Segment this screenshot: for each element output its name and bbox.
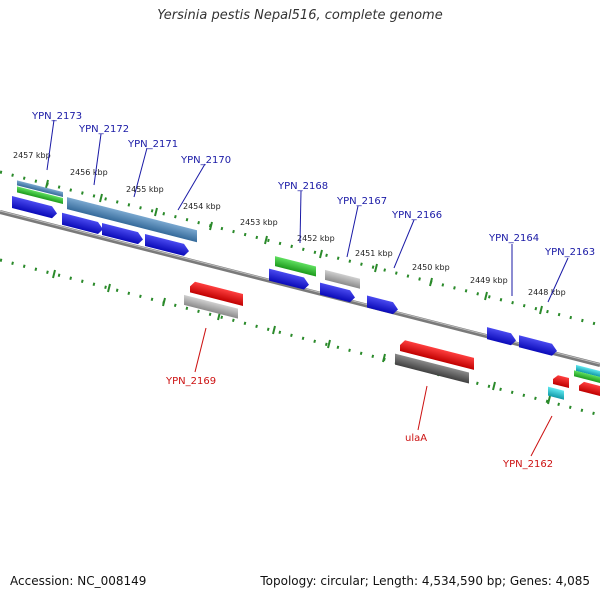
- reverse-features: [184, 280, 600, 400]
- gene-label[interactable]: YPN_2162: [502, 459, 553, 470]
- kbp-label: 2448 kbp: [528, 288, 566, 297]
- feature-cds[interactable]: [519, 335, 557, 357]
- gene-label[interactable]: YPN_2170: [180, 155, 231, 166]
- gene-label[interactable]: YPN_2163: [544, 247, 595, 258]
- gene-label[interactable]: YPN_2173: [31, 111, 82, 122]
- feature-cds[interactable]: [553, 374, 569, 389]
- feature-cds[interactable]: [145, 233, 189, 257]
- gene-label[interactable]: YPN_2172: [78, 124, 129, 135]
- topology-text: Topology: circular; Length: 4,534,590 bp…: [260, 574, 590, 588]
- gene-label[interactable]: YPN_2164: [488, 233, 539, 244]
- kbp-label: 2451 kbp: [355, 249, 393, 258]
- map-title: Yersinia pestis Nepal516, complete genom…: [157, 8, 443, 23]
- kbp-label: 2450 kbp: [412, 263, 450, 272]
- feature-cds[interactable]: [269, 268, 309, 291]
- feature-cds[interactable]: [320, 282, 355, 304]
- feature-pseudogene[interactable]: [184, 294, 238, 319]
- feature-gene[interactable]: [576, 364, 600, 379]
- forward-scale-track: [0, 170, 600, 327]
- kbp-label: 2457 kbp: [13, 151, 51, 160]
- reverse-scale-track: [0, 258, 600, 417]
- kbp-label: 2452 kbp: [297, 234, 335, 243]
- feature-rna[interactable]: [275, 256, 316, 277]
- feature-pseudogene[interactable]: [325, 269, 360, 289]
- kbp-label: 2454 kbp: [183, 202, 221, 211]
- gene-label[interactable]: YPN_2169: [165, 376, 216, 387]
- feature-gene[interactable]: [17, 180, 63, 198]
- feature-cds[interactable]: [190, 280, 243, 306]
- kbp-label: 2449 kbp: [470, 276, 508, 285]
- feature-cds[interactable]: [12, 196, 57, 219]
- gene-label[interactable]: YPN_2171: [127, 139, 178, 150]
- feature-rna[interactable]: [17, 186, 63, 205]
- feature-rna[interactable]: [574, 370, 600, 384]
- kbp-label: 2455 kbp: [126, 185, 164, 194]
- gene-label[interactable]: YPN_2166: [391, 210, 442, 221]
- kbp-label: 2453 kbp: [240, 218, 278, 227]
- accession-text: Accession: NC_008149: [10, 574, 147, 588]
- feature-cds[interactable]: [400, 339, 474, 370]
- feature-cds[interactable]: [102, 222, 143, 245]
- reverse-gene-labels: YPN_2169 ulaA YPN_2162: [165, 327, 553, 470]
- gene-label[interactable]: YPN_2168: [277, 181, 328, 192]
- feature-gene[interactable]: [395, 353, 469, 384]
- feature-cds[interactable]: [487, 327, 516, 346]
- gene-label[interactable]: YPN_2167: [336, 196, 387, 207]
- feature-cds[interactable]: [367, 295, 398, 316]
- kbp-label: 2456 kbp: [70, 168, 108, 177]
- feature-gene[interactable]: [548, 386, 564, 400]
- kbp-labels: 2457 kbp 2456 kbp 2455 kbp 2454 kbp 2453…: [13, 151, 566, 297]
- forward-features: [12, 180, 600, 384]
- feature-cds[interactable]: [579, 381, 600, 398]
- feature-cds[interactable]: [62, 212, 103, 235]
- major-ticks: [45, 179, 551, 405]
- gene-label[interactable]: ulaA: [405, 433, 427, 444]
- forward-gene-labels: YPN_2173 YPN_2172 YPN_2171 YPN_2170 YPN_…: [31, 111, 595, 303]
- feature-gene[interactable]: [149, 217, 197, 243]
- feature-gene[interactable]: [67, 197, 149, 230]
